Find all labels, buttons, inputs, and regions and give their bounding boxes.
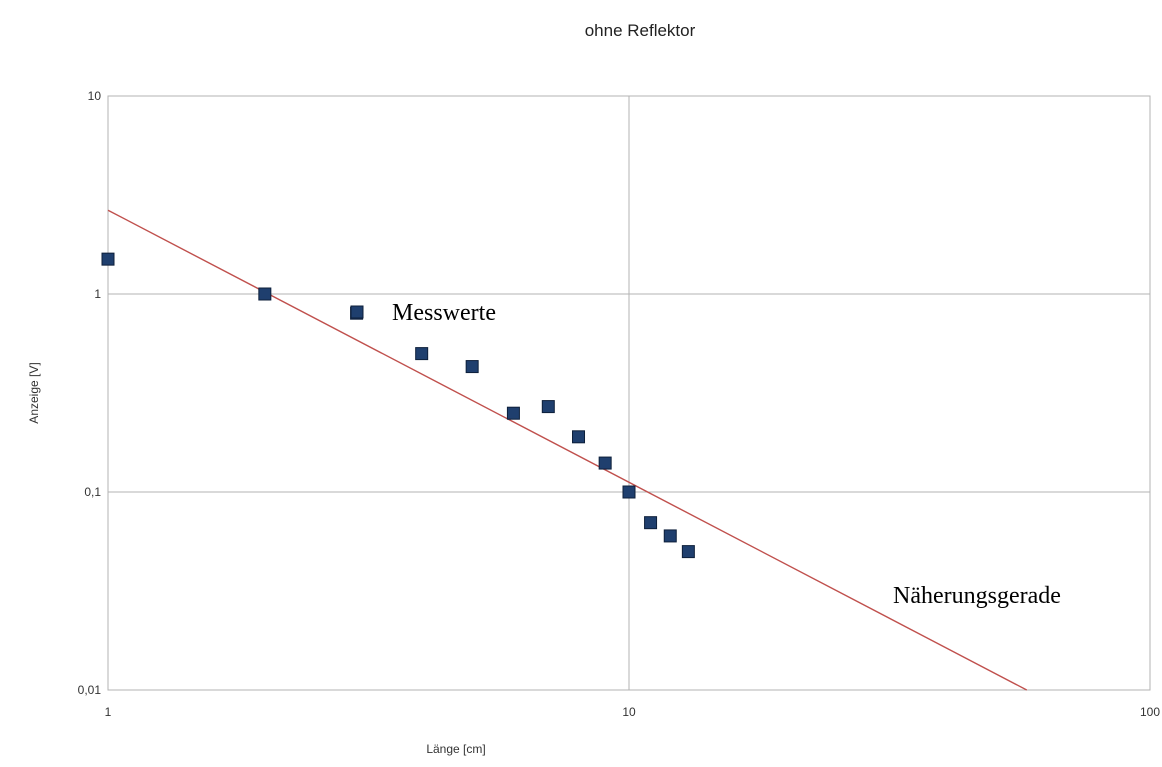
data-point	[541, 400, 555, 414]
x-tick-label: 100	[1140, 705, 1160, 719]
x-axis-title: Länge [cm]	[426, 742, 485, 756]
data-point	[258, 287, 272, 301]
data-point	[572, 430, 586, 444]
plot-frame	[107, 95, 1151, 691]
data-point	[681, 545, 695, 559]
y-axis-title: Anzeige [V]	[27, 362, 41, 423]
messwerte-marker	[350, 305, 364, 319]
messwerte-label: Messwerte	[392, 300, 496, 326]
data-point	[415, 347, 429, 361]
x-tick-label: 10	[622, 705, 636, 719]
fit-line	[107, 209, 1028, 691]
data-point	[506, 406, 520, 420]
y-tick-label: 10	[88, 89, 102, 103]
data-point	[663, 529, 677, 543]
naeherungsgerade-label: Näherungsgerade	[893, 583, 1061, 609]
y-tick-label: 0,1	[84, 485, 101, 499]
x-tick-label: 1	[105, 705, 112, 719]
data-point	[622, 485, 636, 499]
data-point	[101, 252, 115, 266]
data-point	[644, 516, 658, 530]
y-tick-label: 0,01	[78, 683, 102, 697]
data-point	[465, 360, 479, 374]
x-tick-labels: 1 10 100	[105, 705, 1161, 719]
y-tick-label: 1	[94, 287, 101, 301]
data-points	[101, 252, 695, 559]
data-point	[598, 456, 612, 470]
y-tick-labels: 10 1 0,1 0,01	[78, 89, 102, 697]
fit-lines	[107, 209, 1028, 691]
chart-title: ohne Reflektor	[585, 21, 696, 40]
